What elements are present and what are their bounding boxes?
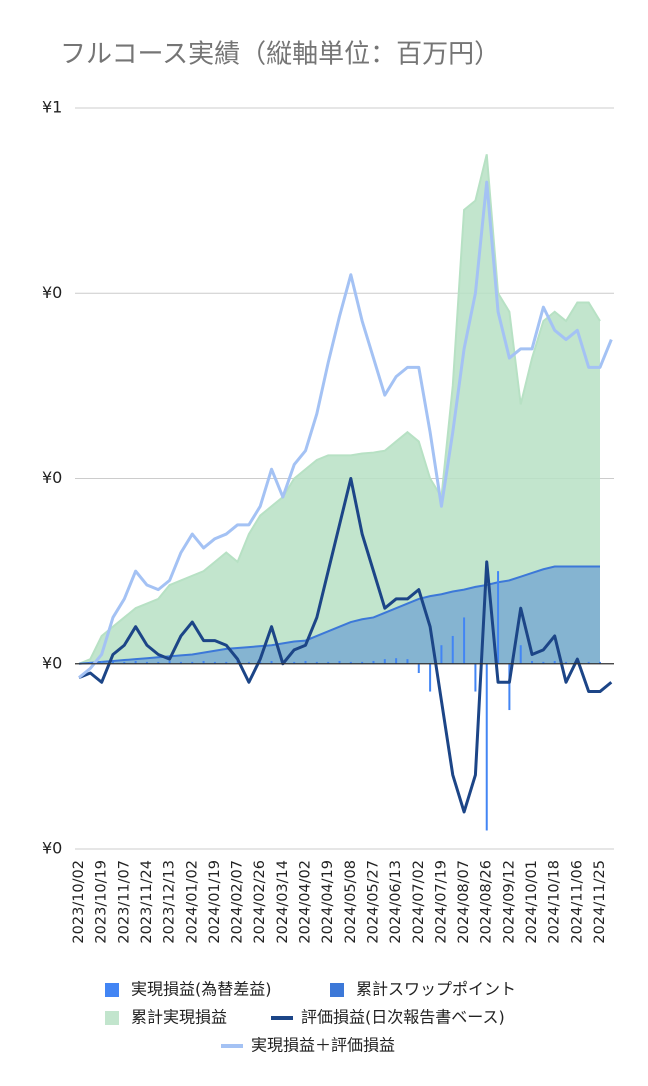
y-tick-label: ¥0 bbox=[42, 839, 62, 858]
bar bbox=[168, 660, 171, 664]
bar bbox=[213, 661, 216, 664]
bar bbox=[565, 661, 568, 664]
bar bbox=[553, 660, 556, 664]
y-tick-label: ¥0 bbox=[42, 653, 62, 672]
x-tick-label: 2024/07/02 bbox=[411, 860, 427, 944]
x-tick-label: 2024/10/18 bbox=[547, 860, 563, 944]
area-line bbox=[78, 154, 601, 665]
bar bbox=[451, 635, 454, 664]
bar bbox=[463, 617, 466, 664]
bar bbox=[259, 661, 262, 664]
x-tick-label: 2024/07/19 bbox=[433, 860, 449, 944]
y-tick-label: ¥0 bbox=[42, 468, 62, 487]
x-tick-label: 2023/11/24 bbox=[139, 860, 155, 944]
x-tick-label: 2023/10/19 bbox=[94, 860, 110, 944]
legend-marker bbox=[330, 983, 344, 997]
x-tick-label: 2024/11/06 bbox=[569, 860, 585, 944]
x-tick-label: 2024/05/27 bbox=[365, 860, 381, 944]
area-fill bbox=[79, 566, 600, 664]
x-tick-label: 2023/12/13 bbox=[162, 860, 178, 944]
bar bbox=[406, 659, 409, 664]
x-tick-label: 2024/11/25 bbox=[592, 860, 608, 944]
bar bbox=[383, 659, 386, 664]
x-tick-label: 2024/09/12 bbox=[501, 860, 517, 944]
bar bbox=[179, 661, 182, 664]
bar bbox=[531, 660, 534, 664]
legend-label: 評価損益(日次報告書ベース) bbox=[301, 1008, 505, 1027]
bar bbox=[497, 571, 500, 664]
bar bbox=[202, 660, 205, 664]
bar bbox=[225, 661, 228, 664]
bar bbox=[508, 663, 511, 711]
line bbox=[78, 477, 613, 814]
bar bbox=[315, 661, 318, 664]
bar bbox=[587, 661, 590, 664]
legend-label: 累計スワップポイント bbox=[356, 980, 516, 999]
x-tick-label: 2024/06/13 bbox=[388, 860, 404, 944]
bar bbox=[89, 661, 92, 664]
bar bbox=[485, 663, 488, 831]
bar bbox=[111, 661, 114, 664]
x-tick-label: 2024/01/19 bbox=[207, 860, 223, 944]
bar bbox=[191, 661, 194, 664]
bar bbox=[338, 660, 341, 664]
x-tick-label: 2024/08/26 bbox=[479, 860, 495, 944]
legend-label: 実現損益(為替差益) bbox=[131, 980, 272, 999]
y-tick-label: ¥1 bbox=[42, 98, 62, 117]
bar bbox=[293, 661, 296, 664]
bar bbox=[247, 661, 250, 664]
x-tick-label: 2024/05/08 bbox=[343, 860, 359, 944]
x-tick-label: 2024/04/19 bbox=[320, 860, 336, 944]
x-tick-label: 2024/01/02 bbox=[184, 860, 200, 944]
bar bbox=[304, 660, 307, 664]
bar bbox=[519, 645, 522, 664]
x-tick-label: 2023/11/07 bbox=[116, 860, 132, 944]
bar bbox=[372, 660, 375, 664]
bar bbox=[123, 661, 126, 664]
bar bbox=[100, 660, 103, 664]
bar bbox=[417, 663, 420, 674]
y-tick-label: ¥0 bbox=[42, 283, 62, 302]
bar bbox=[395, 658, 398, 664]
bar bbox=[542, 661, 545, 664]
legend-marker bbox=[105, 983, 119, 997]
bar bbox=[145, 661, 148, 664]
x-tick-label: 2023/10/02 bbox=[71, 860, 87, 944]
bar bbox=[270, 660, 273, 664]
x-tick-label: 2024/04/02 bbox=[298, 860, 314, 944]
bar bbox=[474, 663, 477, 692]
x-tick-label: 2024/10/01 bbox=[524, 860, 540, 944]
bar bbox=[599, 661, 601, 664]
bar bbox=[440, 645, 443, 664]
x-tick-label: 2024/02/07 bbox=[230, 860, 246, 944]
bar bbox=[134, 660, 137, 664]
x-tick-label: 2024/03/14 bbox=[275, 860, 291, 944]
bar bbox=[157, 661, 160, 664]
area-fill bbox=[79, 154, 600, 664]
legend-label: 実現損益＋評価損益 bbox=[251, 1036, 395, 1055]
legend-label: 累計実現損益 bbox=[131, 1008, 227, 1027]
bar bbox=[429, 663, 432, 692]
bar bbox=[349, 661, 352, 664]
legend-marker bbox=[105, 1011, 119, 1025]
chart-title: フルコース実績（縦軸単位：百万円） bbox=[60, 40, 500, 70]
bar bbox=[361, 661, 364, 664]
x-tick-label: 2024/02/26 bbox=[252, 860, 268, 944]
bar bbox=[327, 661, 330, 664]
x-tick-label: 2024/08/07 bbox=[456, 860, 472, 944]
line bbox=[78, 180, 613, 679]
